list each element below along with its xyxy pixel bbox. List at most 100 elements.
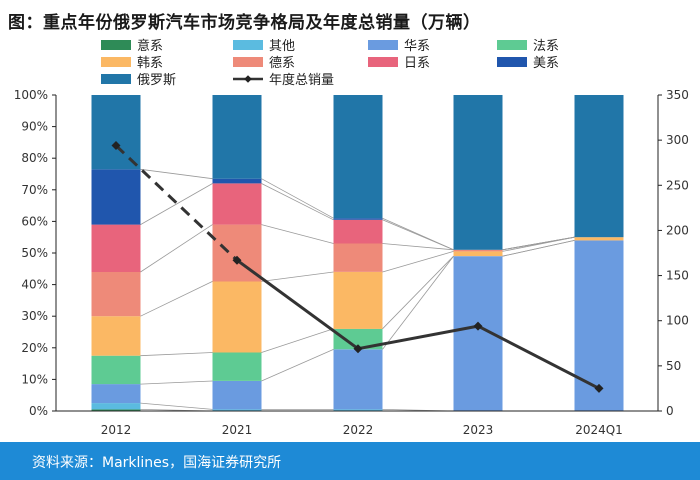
right-tick-label: 300 [666, 133, 689, 147]
legend-swatch [101, 74, 131, 84]
right-tick-label: 200 [666, 223, 689, 237]
sales-point [353, 344, 363, 354]
legend-swatch [497, 57, 527, 67]
legend-swatch [233, 40, 263, 50]
bar-segment [91, 316, 141, 356]
x-tick-label: 2012 [101, 423, 132, 437]
bar-segment [91, 384, 141, 404]
right-tick-label: 150 [666, 269, 689, 283]
legend-label: 法系 [533, 39, 559, 54]
bar-segment [91, 224, 141, 272]
connector-line [382, 217, 454, 251]
bar-segment [212, 95, 262, 179]
bar-segment [333, 328, 383, 350]
connector-line [140, 281, 213, 317]
legend-swatch [101, 57, 131, 67]
legend-swatch [368, 40, 398, 50]
connector-line [382, 255, 454, 330]
connector-line [261, 328, 334, 353]
bar-segment [212, 381, 262, 410]
connector-line [261, 178, 334, 219]
bar-segment [574, 240, 624, 411]
connector-line [140, 224, 213, 273]
left-tick-label: 30% [21, 309, 48, 323]
bar-segment [212, 409, 262, 411]
bar-segment [333, 95, 383, 219]
connector-line [502, 240, 575, 257]
bar-segment [333, 409, 383, 411]
legend-label: 其他 [269, 39, 295, 54]
left-tick-label: 10% [21, 372, 48, 386]
sales-line-segment [114, 144, 239, 262]
bar-segment [212, 183, 262, 225]
sales-line-segment [477, 324, 600, 390]
legend-label: 美系 [533, 56, 559, 71]
chart-title: 图：重点年份俄罗斯汽车市场竞争格局及年度总销量（万辆） [8, 13, 481, 33]
left-tick-label: 70% [21, 183, 48, 197]
sales-point [594, 383, 604, 393]
connector-line [261, 271, 334, 282]
bar-segment [574, 95, 624, 238]
axes: 0% 10% 20% 30% 40% 50% 60% 70% 80% 90% 100% 0 50 100 1… [14, 88, 689, 437]
legend-label: 意系 [137, 38, 163, 54]
bar-segment [333, 243, 383, 272]
connector-line [382, 255, 454, 350]
left-tick-label: 80% [21, 151, 48, 165]
bar-segment [212, 352, 262, 381]
bar-segment [333, 272, 383, 329]
left-tick-label: 60% [21, 214, 48, 228]
source-footer: 资料来源：Marklines，国海证券研究所 [0, 442, 700, 480]
chart-area: 0% 10% 20% 30% 40% 50% 60% 70% 80% 90% 100% 0 50 100 1… [14, 38, 689, 437]
right-tick-label: 350 [666, 88, 689, 102]
sales-point [232, 255, 242, 265]
stacked-bars [91, 95, 624, 411]
legend-swatch [368, 57, 398, 67]
bar-segment [91, 169, 141, 225]
right-tick-label: 100 [666, 314, 689, 328]
connector-line [140, 352, 213, 357]
total-sales-line [111, 141, 604, 393]
left-tick-label: 100% [14, 88, 48, 102]
x-tick-label: 2024Q1 [575, 423, 623, 437]
legend-swatch [101, 40, 131, 50]
bar-segment [91, 403, 141, 410]
bar-segment [453, 251, 503, 257]
left-tick-label: 90% [21, 120, 48, 134]
connector-lines [140, 168, 575, 412]
connector-line [382, 243, 454, 251]
bar-segment [333, 349, 383, 410]
sales-line-segment [236, 258, 359, 350]
bar-segment [453, 95, 503, 250]
legend-label: 俄罗斯 [137, 73, 176, 88]
left-tick-label: 50% [21, 246, 48, 260]
source-text: 资料来源：Marklines，国海证券研究所 [32, 455, 282, 471]
connector-line [502, 236, 575, 251]
legend-label: 德系 [269, 56, 295, 71]
bar-segment [453, 249, 503, 252]
bar-segment [574, 237, 624, 241]
bar-segment [91, 272, 141, 317]
legend-label: 韩系 [137, 56, 163, 71]
x-tick-label: 2021 [222, 423, 253, 437]
connector-line [261, 183, 334, 221]
right-tick-label: 50 [666, 359, 681, 373]
connector-line [140, 168, 213, 180]
legend-label: 日系 [404, 56, 430, 71]
bar-segment [333, 219, 383, 244]
right-tick-label: 0 [666, 404, 674, 418]
bar-segment [212, 178, 262, 184]
connector-line [140, 402, 213, 410]
legend-label: 华系 [404, 39, 430, 54]
connector-line [140, 183, 213, 225]
sales-point [473, 321, 483, 331]
legend-swatch-marker [244, 75, 252, 83]
sales-line-segment [357, 324, 479, 351]
left-tick-label: 0% [29, 404, 48, 418]
bar-segment [91, 355, 141, 385]
connector-line [140, 380, 213, 385]
x-tick-label: 2023 [463, 423, 494, 437]
connector-line [382, 251, 454, 273]
connector-line [261, 224, 334, 244]
bar-segment [91, 95, 141, 170]
